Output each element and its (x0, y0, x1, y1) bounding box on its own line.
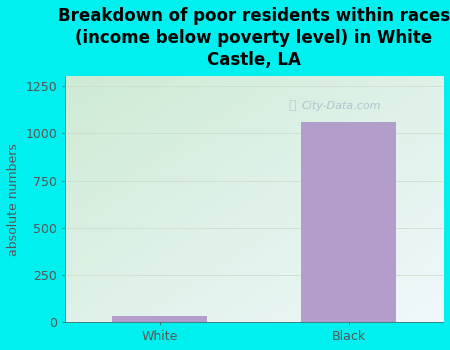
Bar (302, 122, 396, 322)
Title: Breakdown of poor residents within races
(income below poverty level) in White
C: Breakdown of poor residents within races… (58, 7, 450, 69)
Y-axis label: absolute numbers: absolute numbers (7, 143, 20, 256)
Text: Ⓜ: Ⓜ (288, 99, 296, 112)
Text: City-Data.com: City-Data.com (301, 101, 381, 111)
Bar (112, 316, 207, 322)
